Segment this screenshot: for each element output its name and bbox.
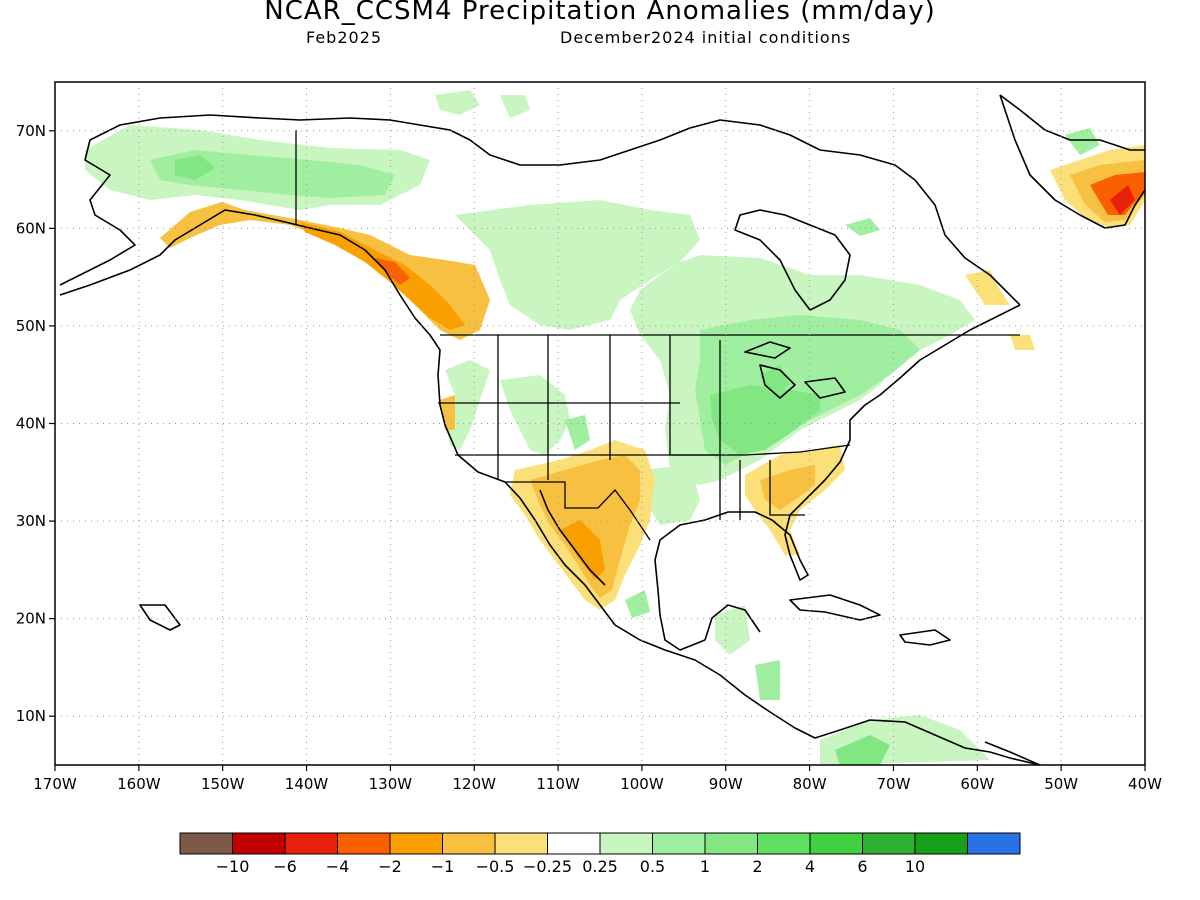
colorbar-swatch — [284, 832, 338, 855]
lon-tick-label: 60W — [960, 775, 994, 793]
lon-tick-label: 130W — [369, 775, 413, 793]
colorbar-swatch — [337, 832, 391, 855]
map-plot-area — [55, 82, 1145, 765]
lat-tick-label: 60N — [16, 219, 46, 237]
lat-tick-label: 70N — [16, 122, 46, 140]
chart-title: NCAR_CCSM4 Precipitation Anomalies (mm/d… — [264, 0, 936, 26]
colorbar-label: 0.5 — [640, 857, 665, 876]
lat-tick-label: 10N — [16, 707, 46, 725]
colorbar-label: −0.25 — [523, 857, 572, 876]
latitude-axis: 10N 20N 30N 40N 50N 60N 70N — [16, 122, 55, 725]
initial-conditions-label: December2024 initial conditions — [560, 28, 852, 47]
colorbar-label: −4 — [326, 857, 350, 876]
lon-tick-label: 120W — [452, 775, 496, 793]
lon-tick-label: 140W — [285, 775, 329, 793]
colorbar-label: −2 — [378, 857, 402, 876]
colorbar-label: −10 — [216, 857, 250, 876]
colorbar-label: −6 — [273, 857, 297, 876]
colorbar-swatch — [967, 832, 1021, 855]
lon-tick-label: 160W — [117, 775, 161, 793]
colorbar-legend: −10 −6 −4 −2 −1 −0.5 −0.25 0.25 0.5 1 2 4 6 10 — [179, 832, 1021, 876]
colorbar-label: 6 — [857, 857, 867, 876]
colorbar-swatch — [599, 832, 653, 855]
colorbar-swatch — [547, 832, 601, 855]
colorbar-swatch — [179, 832, 233, 855]
lon-tick-label: 90W — [709, 775, 743, 793]
colorbar-swatch — [809, 832, 863, 855]
colorbar-swatch — [652, 832, 706, 855]
lon-tick-label: 50W — [1044, 775, 1078, 793]
colorbar-label: 4 — [805, 857, 815, 876]
colorbar-swatch — [914, 832, 968, 855]
lon-tick-label: 150W — [201, 775, 245, 793]
coastlines — [59, 94, 1145, 765]
colorbar-swatch — [494, 832, 548, 855]
colorbar-label: −1 — [431, 857, 455, 876]
lat-tick-label: 30N — [16, 512, 46, 530]
longitude-axis: 170W 160W 150W 140W 130W 120W 110W 100W 90W 80W 70… — [33, 765, 1162, 793]
colorbar-label: 10 — [905, 857, 925, 876]
colorbar-swatch — [704, 832, 758, 855]
lat-tick-label: 50N — [16, 317, 46, 335]
colorbar-swatch — [862, 832, 916, 855]
lon-tick-label: 110W — [536, 775, 580, 793]
colorbar-swatch — [232, 832, 286, 855]
lat-tick-label: 20N — [16, 610, 46, 628]
lon-tick-label: 70W — [877, 775, 911, 793]
colorbar-swatch — [389, 832, 443, 855]
colorbar-swatch — [757, 832, 811, 855]
forecast-month: Feb2025 — [306, 28, 383, 47]
lon-tick-label: 40W — [1128, 775, 1162, 793]
lat-tick-label: 40N — [16, 415, 46, 433]
lon-tick-label: 80W — [793, 775, 827, 793]
lon-tick-label: 170W — [33, 775, 77, 793]
colorbar-label: 2 — [752, 857, 762, 876]
colorbar-swatch — [442, 832, 496, 855]
colorbar-label: −0.5 — [476, 857, 515, 876]
lon-tick-label: 100W — [620, 775, 664, 793]
colorbar-label: 0.25 — [582, 857, 618, 876]
borders — [295, 130, 1020, 541]
colorbar-label: 1 — [700, 857, 710, 876]
